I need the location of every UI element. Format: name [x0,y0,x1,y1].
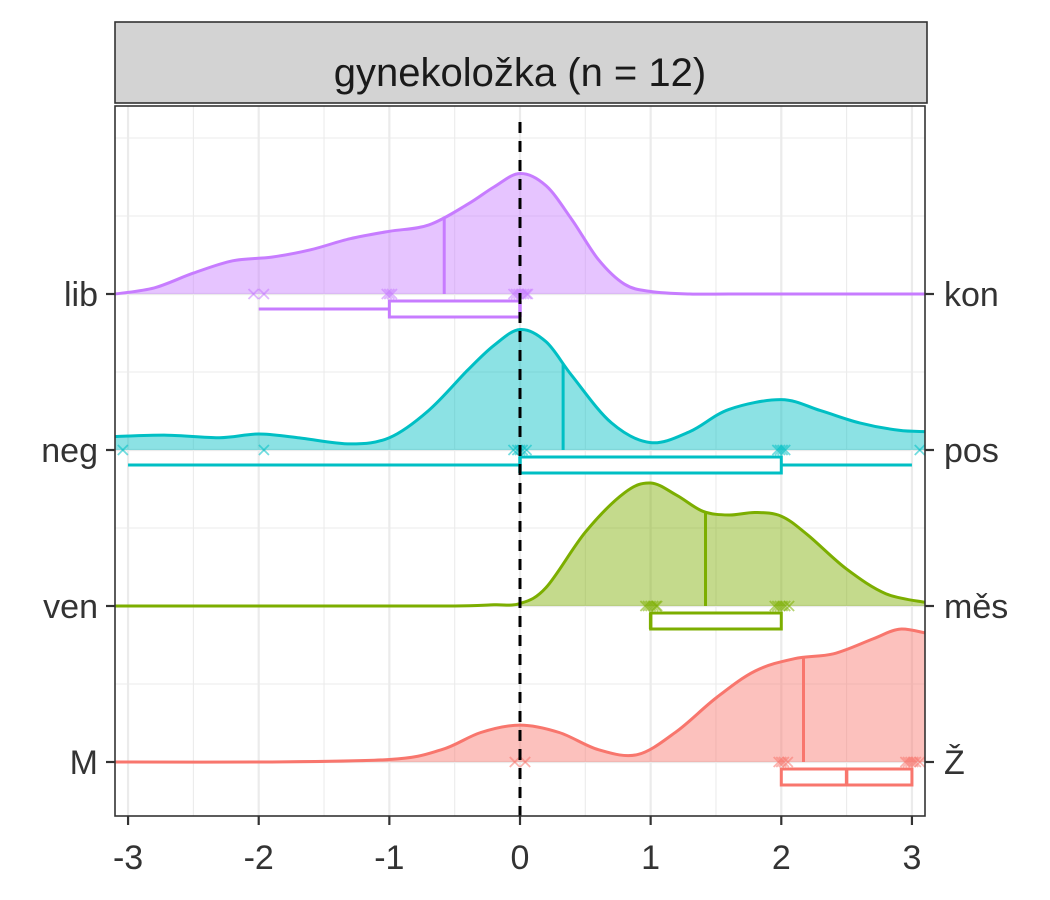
marker-stroke [904,756,917,768]
y-tick-label-right: pos [944,432,999,470]
marker-stroke [651,600,663,612]
marker-stroke [386,288,398,300]
facet-strip-title: gynekoložka (n = 12) [334,51,706,95]
marker-stroke [783,600,795,612]
density-curve [114,327,926,446]
marker-stroke [782,756,794,768]
marker-stroke [258,444,270,456]
data-point-marker [509,756,521,768]
marker-stroke [258,288,270,300]
data-point-marker [386,288,398,300]
data-point-marker [774,600,786,612]
data-point-marker [771,600,784,612]
data-point-marker [904,756,917,768]
data-point-marker [247,288,260,300]
marker-stroke [522,288,534,300]
density-curve [115,481,926,608]
density-area [115,173,925,295]
marker-stroke [509,756,521,768]
density-curve [114,627,926,764]
data-point-marker [383,288,395,300]
marker-stroke [519,756,531,768]
marker-stroke [778,756,790,768]
data-point-marker [776,444,789,456]
axes: -3 -2 -1 0 1 2 3 lib kon neg pos ven měs M Ž [41,276,1008,877]
data-point-marker [522,288,534,300]
data-point-marker [773,756,785,768]
y-tick-label-right: kon [944,276,999,314]
marker-stroke [914,756,926,768]
data-point-marker [914,756,926,768]
data-point-marker [902,756,914,768]
data-point-marker [258,444,270,456]
y-tick-label-left: M [70,744,98,782]
marker-stroke [776,444,789,456]
density-curve [114,171,925,296]
marker-stroke [914,444,926,456]
x-tick-label: -2 [244,839,274,877]
y-tick-label-left: lib [64,276,98,314]
marker-stroke [771,600,784,612]
data-point-marker [782,756,794,768]
facet-strip [114,21,928,104]
x-tick-label: 2 [772,839,791,877]
marker-stroke [902,756,914,768]
ridge-M [114,627,926,787]
x-tick-label: 3 [902,839,921,877]
marker-stroke [771,444,784,456]
boxplot [779,767,914,787]
y-tick-label-left: neg [41,432,98,470]
data-point-marker [258,288,270,300]
marker-stroke [507,444,520,456]
data-point-marker [914,444,926,456]
ridge-lib [114,171,925,319]
marker-stroke [774,600,786,612]
y-tick-label-left: ven [43,588,98,626]
data-point-marker [774,444,786,456]
data-point-marker [647,600,659,612]
marker-stroke [647,600,659,612]
marker-stroke [117,444,129,456]
box-iqr [387,299,522,319]
marker-stroke [774,444,786,456]
marker-stroke [381,288,393,300]
boxplot [648,611,783,631]
data-point-marker [651,600,663,612]
data-point-marker [783,600,795,612]
data-point-marker [778,756,790,768]
marker-stroke [510,288,522,300]
data-point-marker [771,444,784,456]
marker-stroke [520,444,533,456]
x-tick-label: 1 [641,839,660,877]
data-point-marker [117,444,129,456]
density-area [115,629,925,763]
marker-stroke [642,600,654,612]
x-tick-label: -3 [113,839,143,877]
data-point-marker [520,444,533,456]
boxplot [128,455,912,475]
box-iqr [518,455,783,475]
data-point-marker [519,756,531,768]
y-tick-label-right: Ž [944,744,965,782]
ridge-ven [115,481,926,631]
density-area [115,482,925,607]
data-point-marker [507,444,520,456]
x-tick-label: -1 [374,839,404,877]
y-tick-label-right: měs [944,588,1008,626]
box-iqr [649,611,783,631]
marker-stroke [247,288,260,300]
data-point-marker [381,288,393,300]
marker-stroke [383,288,395,300]
boxplot [258,299,522,319]
marker-stroke [773,756,785,768]
data-point-marker [642,600,654,612]
x-tick-label: 0 [511,839,530,877]
